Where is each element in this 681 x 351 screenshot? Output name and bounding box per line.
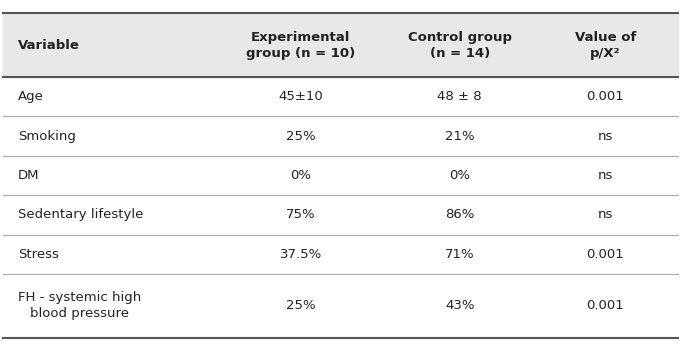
Text: 37.5%: 37.5% xyxy=(280,248,322,261)
Text: 71%: 71% xyxy=(445,248,475,261)
Text: 43%: 43% xyxy=(445,299,475,312)
Text: 21%: 21% xyxy=(445,130,475,143)
Text: 75%: 75% xyxy=(286,208,315,221)
Text: ns: ns xyxy=(598,130,613,143)
Text: FH - systemic high
blood pressure: FH - systemic high blood pressure xyxy=(18,291,141,320)
Text: Age: Age xyxy=(18,90,44,103)
Text: 86%: 86% xyxy=(445,208,475,221)
Text: 48 ± 8: 48 ± 8 xyxy=(437,90,482,103)
Text: 0%: 0% xyxy=(449,169,470,182)
Text: Control group
(n = 14): Control group (n = 14) xyxy=(408,31,511,60)
Text: Smoking: Smoking xyxy=(18,130,76,143)
Text: Experimental
group (n = 10): Experimental group (n = 10) xyxy=(246,31,355,60)
Text: 0.001: 0.001 xyxy=(586,299,624,312)
Text: Value of
p/X²: Value of p/X² xyxy=(575,31,636,60)
Text: ns: ns xyxy=(598,208,613,221)
Text: Variable: Variable xyxy=(18,39,80,52)
Bar xyxy=(3,13,678,77)
Text: 25%: 25% xyxy=(286,299,315,312)
Text: 45±10: 45±10 xyxy=(279,90,323,103)
Text: Sedentary lifestyle: Sedentary lifestyle xyxy=(18,208,143,221)
Text: 0%: 0% xyxy=(290,169,311,182)
Text: 0.001: 0.001 xyxy=(586,248,624,261)
Text: DM: DM xyxy=(18,169,39,182)
Text: ns: ns xyxy=(598,169,613,182)
Text: Stress: Stress xyxy=(18,248,59,261)
Text: 0.001: 0.001 xyxy=(586,90,624,103)
Text: 25%: 25% xyxy=(286,130,315,143)
